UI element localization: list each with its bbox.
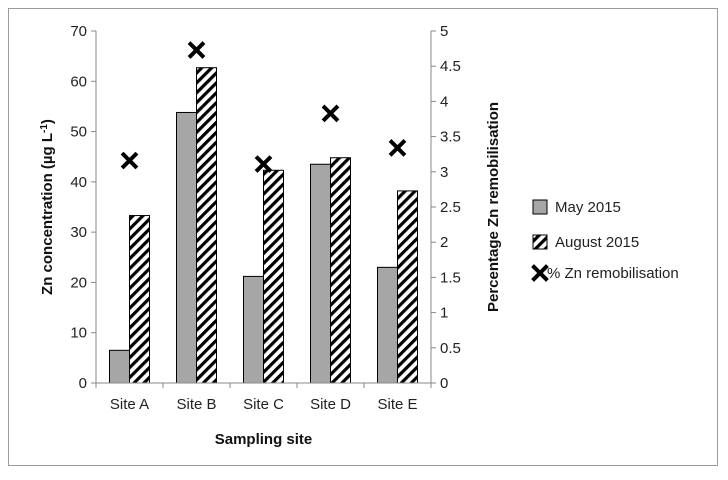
y-axis-left-title: Zn concentration (µg L-1) <box>39 119 57 295</box>
y-left-tick-label-30: 30 <box>70 224 87 241</box>
x-tick-label-site-b: Site B <box>176 396 216 413</box>
axes: 0 10 20 30 40 50 60 70 0 0.5 1 1.5 2 2.5 3 3.5 4 4.5 5 Site… <box>39 23 503 448</box>
bar-may-2015-site-d <box>310 163 331 384</box>
y-left-tick-label-10: 10 <box>70 325 87 342</box>
x-tick-label-site-d: Site D <box>310 396 351 413</box>
legend-swatch-may-2015 <box>532 199 548 215</box>
bar-august-2015-site-c <box>263 169 284 384</box>
legend: May 2015 August 2015 % Zn remobilisation <box>531 199 679 282</box>
y-right-tick-label-3-5: 3.5 <box>440 129 461 146</box>
y-left-tick-label-0: 0 <box>79 375 87 392</box>
chart-frame <box>8 8 718 466</box>
y-right-tick-label-0: 0 <box>440 375 448 392</box>
y-left-tick-label-60: 60 <box>70 73 87 90</box>
point-zn-remobilisation-site-d <box>321 104 340 123</box>
y-axis-right-title: Percentage Zn remobilisation <box>485 102 502 312</box>
x-tick-label-site-a: Site A <box>110 396 149 413</box>
y-right-tick-label-2: 2 <box>440 234 448 251</box>
bar-may-2015-site-a <box>109 349 130 384</box>
y-right-tick-label-5: 5 <box>440 23 448 40</box>
bar-august-2015-site-b <box>196 67 217 384</box>
bar-may-2015-site-c <box>243 275 264 384</box>
bar-may-2015-site-b <box>176 111 197 384</box>
legend-label--zn-remobilisation: % Zn remobilisation <box>547 265 679 282</box>
bar-may-2015-site-e <box>377 266 398 384</box>
x-axis-title: Sampling site <box>215 431 313 448</box>
legend-label-august-2015: August 2015 <box>555 234 639 251</box>
y-left-tick-label-40: 40 <box>70 174 87 191</box>
y-right-tick-label-1: 1 <box>440 305 448 322</box>
bar-august-2015-site-e <box>397 190 418 384</box>
y-right-tick-label-0-5: 0.5 <box>440 340 461 357</box>
x-tick-label-site-e: Site E <box>377 396 417 413</box>
point-zn-remobilisation-site-c <box>254 155 273 173</box>
y-right-tick-label-3: 3 <box>440 164 448 181</box>
point-zn-remobilisation-site-a <box>120 151 139 170</box>
y-right-tick-label-4: 4 <box>440 93 448 110</box>
legend-marker--zn-remobilisation <box>531 264 549 282</box>
y-left-tick-label-70: 70 <box>70 23 87 40</box>
plot-area <box>109 41 418 384</box>
point-zn-remobilisation-site-e <box>388 139 407 157</box>
y-right-tick-label-2-5: 2.5 <box>440 199 461 216</box>
x-tick-label-site-c: Site C <box>243 396 284 413</box>
y-right-tick-label-4-5: 4.5 <box>440 58 461 75</box>
bar-august-2015-site-d <box>330 157 351 384</box>
legend-label-may-2015: May 2015 <box>555 199 621 216</box>
point-zn-remobilisation-site-b <box>187 41 206 59</box>
y-left-tick-label-50: 50 <box>70 124 87 141</box>
y-left-tick-label-20: 20 <box>70 274 87 291</box>
bar-august-2015-site-a <box>129 215 150 384</box>
y-right-tick-label-1-5: 1.5 <box>440 269 461 286</box>
legend-swatch-august-2015 <box>532 234 548 250</box>
